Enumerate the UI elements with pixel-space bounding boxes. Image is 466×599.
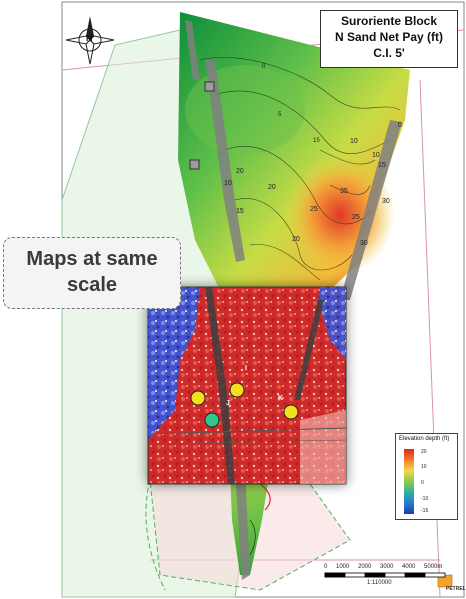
contour-label: 15 bbox=[313, 138, 320, 144]
scale-label: 2000 bbox=[358, 564, 372, 570]
scale-label: 3000 bbox=[380, 564, 394, 570]
scale-label: 1000 bbox=[336, 564, 350, 570]
contour-label: 20 bbox=[268, 184, 276, 191]
legend-tick: -10 bbox=[421, 496, 429, 502]
contour-label: 30 bbox=[382, 198, 390, 205]
compass-letter: N bbox=[86, 33, 93, 43]
scale-label: 4000 bbox=[402, 564, 416, 570]
channel-stripes bbox=[185, 20, 402, 300]
contour-label: 0 bbox=[262, 64, 266, 70]
scale-bar bbox=[324, 572, 446, 578]
legend-title: Elevation depth (ft) bbox=[399, 436, 450, 442]
well-green-j bbox=[204, 412, 220, 428]
contour-label: 30 bbox=[360, 240, 368, 247]
legend-tick: -15 bbox=[421, 508, 429, 514]
contour-label: 0 bbox=[398, 122, 402, 129]
scale-label: 0 bbox=[324, 564, 328, 570]
contour-label: 10 bbox=[224, 180, 232, 187]
south-stripe bbox=[235, 470, 250, 580]
depth-legend: Elevation depth (ft) 20 10 0 -10 -15 bbox=[395, 433, 458, 520]
callout-line-2: scale bbox=[66, 274, 118, 296]
scale-callout: Maps at same scale bbox=[3, 237, 181, 309]
title-line-2: N Sand Net Pay (ft) bbox=[334, 30, 443, 44]
contour-lines bbox=[199, 57, 401, 281]
well-yellow-k bbox=[283, 404, 299, 420]
scale-label: 5000m bbox=[424, 564, 443, 570]
scale-bar-labels: 0 1000 2000 3000 4000 5000m bbox=[320, 564, 460, 574]
contour-label: 20 bbox=[236, 168, 244, 175]
well-label-j: J bbox=[226, 400, 230, 407]
contour-label: 10 bbox=[350, 138, 358, 145]
well-yellow-2 bbox=[229, 382, 245, 398]
well-markers bbox=[190, 382, 299, 428]
well-yellow-1 bbox=[190, 390, 206, 406]
title-line-1: Suroriente Block bbox=[340, 14, 438, 28]
well-label-k: K bbox=[278, 395, 284, 402]
contour-label: 5 bbox=[278, 112, 282, 118]
contour-label: 25 bbox=[352, 214, 360, 221]
legend-colorbar bbox=[404, 449, 414, 514]
map-title-box: Suroriente Block N Sand Net Pay (ft) C.I… bbox=[320, 10, 458, 68]
legend-tick: 0 bbox=[421, 480, 424, 486]
pay-hotspot bbox=[285, 155, 395, 275]
contour-label: 15 bbox=[378, 162, 386, 169]
north-arrow-icon bbox=[65, 16, 115, 65]
callout-line-1: Maps at same bbox=[26, 248, 158, 270]
legend-tick: 20 bbox=[421, 449, 427, 455]
petrel-logo-text: PETREL bbox=[446, 586, 466, 592]
contour-label: 15 bbox=[236, 208, 244, 215]
title-line-3: C.I. 5' bbox=[373, 46, 405, 60]
contour-label: 10 bbox=[372, 152, 380, 159]
well-label-i: I bbox=[245, 365, 247, 372]
contour-label: 25 bbox=[310, 206, 318, 213]
contour-label: 20 bbox=[292, 236, 300, 243]
legend-tick: 10 bbox=[421, 464, 427, 470]
scale-ratio: 1:110000 bbox=[367, 580, 392, 586]
seismic-inset bbox=[147, 286, 347, 485]
contour-label: 35 bbox=[340, 188, 348, 195]
